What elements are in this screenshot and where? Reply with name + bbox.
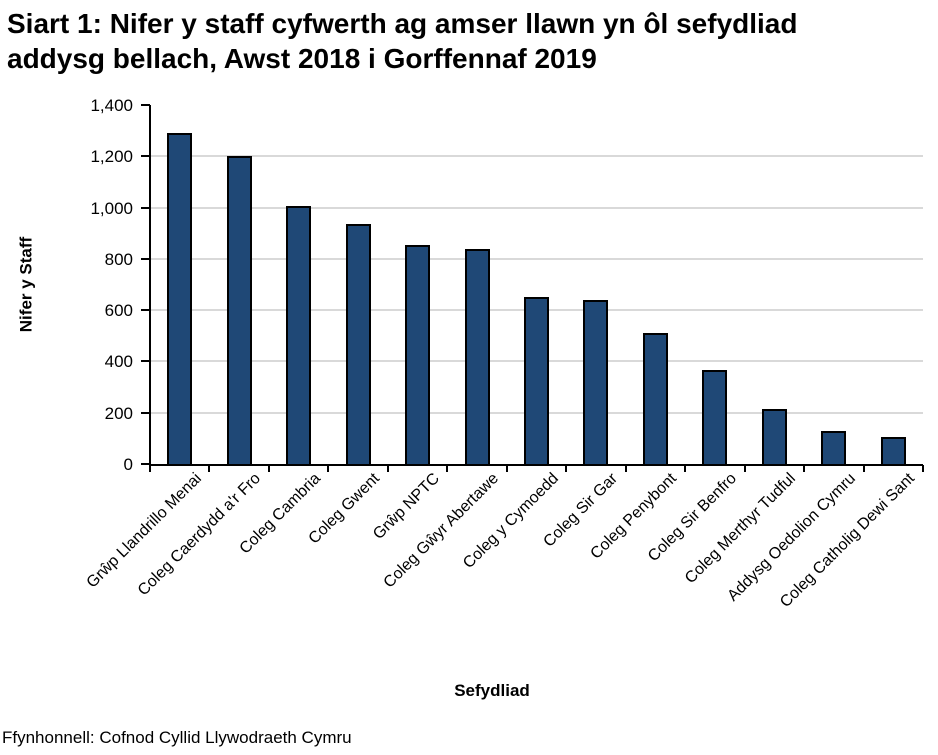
bar-9 — [642, 333, 668, 466]
y-tick-1400 — [141, 104, 150, 106]
bar-12 — [821, 430, 847, 466]
x-cat-label-13: Coleg Catholig Dewi Sant — [777, 470, 919, 611]
x-cat-label-9: Coleg Penybont — [587, 470, 681, 563]
x-cat-label-11: Coleg Merthyr Tudful — [682, 470, 800, 588]
y-tick-400 — [141, 360, 150, 363]
y-tick-label-1000: 1,000 — [90, 198, 133, 218]
x-cat-label-4: Coleg Gwent — [305, 470, 384, 548]
y-tick-1200 — [141, 155, 150, 158]
y-tick-label-400: 400 — [104, 352, 133, 372]
y-tick-label-200: 200 — [104, 403, 133, 423]
x-axis-line — [149, 464, 923, 466]
x-cat-label-10: Coleg Sir Benfro — [644, 470, 740, 566]
y-tick-label-0: 0 — [123, 455, 133, 474]
x-cat-label-12: Addysg Oedolion Cymru — [724, 470, 859, 605]
y-tick-label-800: 800 — [104, 249, 133, 269]
y-tick-label-600: 600 — [104, 301, 133, 321]
y-tick-0 — [141, 463, 150, 465]
gridline-800 — [151, 257, 923, 260]
x-tick-11 — [803, 465, 806, 472]
x-cat-label-8: Coleg Sir Gar — [540, 470, 621, 551]
x-cat-label-5: Grŵp NPTC — [369, 470, 443, 543]
y-tick-label-1200: 1,200 — [90, 147, 133, 167]
bar-3 — [286, 206, 312, 466]
bar-10 — [702, 370, 728, 466]
y-tick-label-1400: 1,400 — [90, 96, 133, 115]
x-tick-13 — [922, 465, 924, 472]
x-tick-9 — [684, 465, 687, 472]
x-cat-label-7: Coleg y Cymoedd — [459, 470, 562, 572]
x-tick-10 — [743, 465, 746, 472]
bar-7 — [524, 297, 549, 466]
chart-title-line2: addysg bellach, Awst 2018 i Gorffennaf 2… — [7, 43, 597, 74]
x-tick-7 — [565, 465, 568, 472]
x-tick-4 — [386, 465, 389, 472]
bar-4 — [345, 224, 371, 466]
x-cat-label-2: Coleg Caerdydd a'r Fro — [134, 470, 265, 600]
chart-title-line1: Siart 1: Nifer y staff cyfwerth ag amser… — [7, 8, 798, 39]
bar-6 — [464, 248, 490, 466]
x-cat-label-1: Grŵp Llandrillo Menai — [83, 470, 205, 592]
bar-8 — [583, 299, 609, 466]
bar-2 — [226, 156, 252, 466]
x-axis-title: Sefydliad — [454, 681, 530, 700]
y-tick-200 — [141, 411, 150, 414]
y-axis-title: Nifer y Staff — [16, 236, 36, 333]
x-tick-8 — [624, 465, 627, 472]
x-cat-label-6: Coleg Gŵyr Abertawe — [380, 470, 503, 592]
x-tick-5 — [446, 465, 449, 472]
x-tick-1 — [208, 465, 211, 472]
source-note: Ffynhonnell: Cofnod Cyllid Llywodraeth C… — [2, 728, 352, 747]
y-axis-line — [149, 105, 151, 466]
x-tick-6 — [505, 465, 508, 472]
bar-1 — [167, 133, 193, 466]
bar-11 — [761, 408, 787, 466]
bar-13 — [880, 437, 906, 466]
y-tick-1000 — [141, 206, 150, 209]
gridline-1200 — [151, 155, 923, 158]
y-tick-600 — [141, 309, 150, 312]
x-cat-label-3: Coleg Cambria — [236, 470, 324, 558]
x-tick-3 — [327, 465, 330, 472]
x-tick-2 — [267, 465, 270, 472]
x-tick-0 — [149, 465, 151, 472]
x-tick-12 — [862, 465, 865, 472]
chart-title: Siart 1: Nifer y staff cyfwerth ag amser… — [7, 6, 932, 76]
y-tick-800 — [141, 257, 150, 260]
gridline-1000 — [151, 206, 923, 209]
bar-5 — [405, 244, 431, 466]
